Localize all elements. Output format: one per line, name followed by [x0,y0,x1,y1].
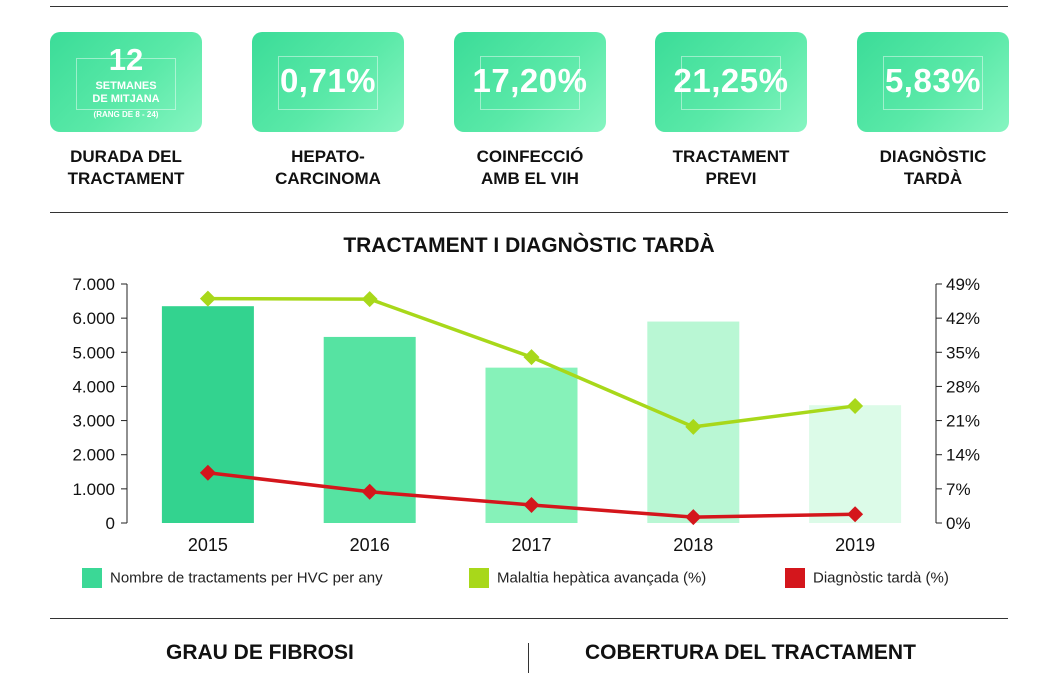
kpi-tile-previous-treatment: 21,25% [655,32,807,132]
legend-label-liver-disease: Malaltia hepàtica avançada (%) [497,569,707,587]
kpi-label-duration: DURADA DEL TRACTAMENT [67,147,185,188]
legend-item-treatments: Nombre de tractaments per HVC per any [82,568,383,590]
left-tick-label: 1.000 [72,480,115,499]
right-tick-label: 42% [946,309,980,328]
left-tick-label: 3.000 [72,412,115,431]
series-point-1 [523,349,540,366]
series-point-1 [685,418,702,435]
section-rule [50,212,1008,213]
left-tick-label: 0 [106,514,115,533]
x-tick-label: 2019 [835,535,875,555]
kpi-frame [883,56,983,110]
combo-chart: 0 1.000 2.000 3.000 4.000 5.000 6.000 7.000 0% 7%… [72,275,980,555]
bottom-rule [50,618,1008,619]
right-tick-label: 49% [946,275,980,294]
right-tick-label: 0% [946,514,971,533]
kpi-label-previous-treatment: TRACTAMENT PREVI [672,147,790,188]
kpi-sub-weeks: SETMANES DE MITJANA [50,80,202,106]
kpi-frame [480,56,580,110]
kpi-sub-weeks-line2: DE MITJANA [92,93,160,105]
left-tick-label: 6.000 [72,309,115,328]
left-tick-label: 4.000 [72,377,115,396]
left-tick-label: 5.000 [72,343,115,362]
kpi-value-previous-treatment: 21,25% [673,62,789,99]
kpi-label-coinfection: COINFECCIÓ AMB EL VIH [476,147,584,188]
legend-swatch-liver-disease [469,568,489,588]
right-tick-label: 28% [946,377,980,396]
legend-label-late-diagnosis: Diagnòstic tardà (%) [813,569,949,587]
kpi-value-coinfection: 17,20% [472,62,588,99]
x-tick-label: 2017 [511,535,551,555]
kpi-tile-hepatocarcinoma: 0,71% [252,32,404,132]
x-tick-label: 2018 [673,535,713,555]
kpi-tile-duration: 12 SETMANES DE MITJANA (RANG DE 8 - 24) [50,32,202,132]
kpi-sub-range: (RANG DE 8 - 24) [93,110,159,119]
coverage-title: COBERTURA DEL TRACTAMENT [585,641,916,664]
top-rule [50,6,1008,7]
kpi-tile-coinfection: 17,20% [454,32,606,132]
kpi-frame [278,56,378,110]
right-tick-label: 14% [946,446,980,465]
kpi-value-late-diagnosis: 5,83% [884,62,982,99]
series-point-1 [199,290,216,307]
right-tick-label: 7% [946,480,971,499]
kpi-frame [681,56,781,110]
series-point-2 [523,496,540,513]
legend-item-liver-disease: Malaltia hepàtica avançada (%) [469,568,706,590]
right-tick-label: 35% [946,343,980,362]
legend-swatch-treatments [82,568,102,588]
kpi-sub-weeks-line1: SETMANES [95,80,157,92]
legend-label-treatments: Nombre de tractaments per HVC per any [110,569,383,587]
kpi-frame [76,58,176,110]
vertical-separator [528,643,529,673]
series-point-2 [361,483,378,500]
series-point-2 [199,464,216,481]
fibrosis-title: GRAU DE FIBROSI [166,641,354,664]
x-tick-label: 2016 [350,535,390,555]
kpi-value-hepatocarcinoma: 0,71% [279,62,377,99]
x-tick-label: 2015 [188,535,228,555]
kpi-label-late-diagnosis: DIAGNÒSTIC TARDÀ [879,147,987,188]
left-tick-label: 2.000 [72,446,115,465]
right-tick-label: 21% [946,412,980,431]
kpi-value-duration: 12 [108,42,144,77]
series-point-1 [361,291,378,308]
left-tick-label: 7.000 [72,275,115,294]
bar-2019 [809,405,902,523]
series-point-2 [685,509,702,526]
series-point-2 [847,506,864,523]
chart-title: TRACTAMENT I DIAGNÒSTIC TARDÀ [343,234,715,257]
kpi-label-hepatocarcinoma: HEPATO- CARCINOMA [275,147,381,188]
series-point-1 [847,397,864,414]
bar-2015 [161,306,254,523]
legend-item-late-diagnosis: Diagnòstic tardà (%) [785,568,949,590]
legend-swatch-late-diagnosis [785,568,805,588]
kpi-tile-late-diagnosis: 5,83% [857,32,1009,132]
